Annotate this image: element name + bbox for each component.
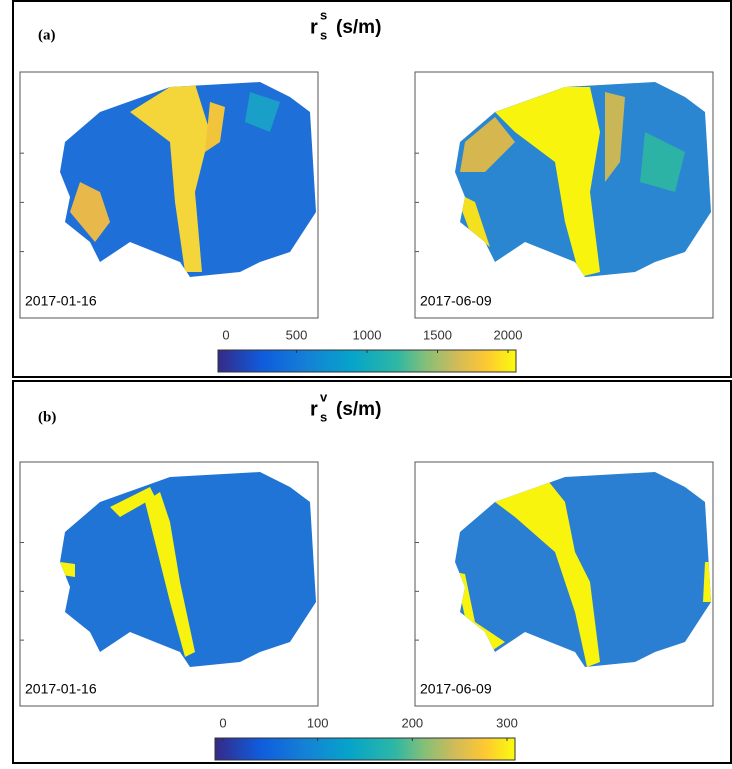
map-patch — [130, 84, 210, 272]
map-patch — [495, 87, 600, 277]
map-patch — [605, 92, 625, 182]
map-frame — [414, 71, 714, 319]
title-sup: v — [320, 389, 328, 404]
map-patch — [145, 492, 195, 657]
map-patch — [110, 487, 155, 517]
map-patch — [455, 572, 505, 652]
colorbar-tick-label: 500 — [286, 327, 308, 342]
title-main: r — [310, 16, 318, 38]
colorbar — [217, 349, 517, 373]
map-patch — [205, 102, 225, 152]
map-patch — [455, 192, 490, 247]
title-unit: (s/m) — [336, 17, 381, 38]
map-patch — [460, 117, 515, 172]
map-pattern — [455, 87, 685, 277]
title-main: r — [310, 398, 318, 420]
panel-label: (b) — [38, 409, 56, 425]
colorbar-tick-label: 0 — [219, 715, 226, 730]
colorbar-tick-label: 0 — [222, 327, 229, 342]
map-frame — [414, 461, 714, 707]
map: 2017-06-09 — [414, 461, 714, 707]
map-frame — [19, 461, 319, 707]
panel-border — [12, 380, 732, 764]
map: 2017-01-16 — [19, 71, 319, 319]
colorbar-tick-label: 1000 — [353, 327, 382, 342]
panel-border — [12, 0, 732, 378]
colorbar-tick-label: 1500 — [423, 327, 452, 342]
title-unit: (s/m) — [336, 399, 381, 420]
map-patch — [70, 182, 110, 242]
map-date: 2017-06-09 — [420, 293, 492, 309]
map-patch — [60, 562, 75, 577]
colorbar — [214, 737, 516, 761]
map-frame — [19, 71, 319, 319]
map-date: 2017-01-16 — [25, 293, 97, 309]
map-date: 2017-06-09 — [420, 681, 492, 697]
map-patch — [495, 477, 600, 667]
title-sup: s — [320, 7, 327, 22]
map-patch — [703, 562, 711, 602]
colorbar-tick-label: 200 — [401, 715, 423, 730]
colorbar-tick-label: 100 — [307, 715, 329, 730]
map-date: 2017-01-16 — [25, 681, 97, 697]
map-area — [60, 472, 316, 667]
map-pattern — [70, 84, 280, 272]
title-sub: s — [320, 27, 327, 42]
map: 2017-01-16 — [19, 461, 319, 707]
map-patch — [245, 92, 280, 132]
map-patch — [640, 132, 685, 192]
map: 2017-06-09 — [414, 71, 714, 319]
title-sub: s — [320, 409, 327, 424]
map-pattern — [455, 477, 711, 667]
colorbar-tick-label: 300 — [496, 715, 518, 730]
panel-label: (a) — [38, 27, 56, 43]
colorbar-tick-label: 2000 — [494, 327, 523, 342]
